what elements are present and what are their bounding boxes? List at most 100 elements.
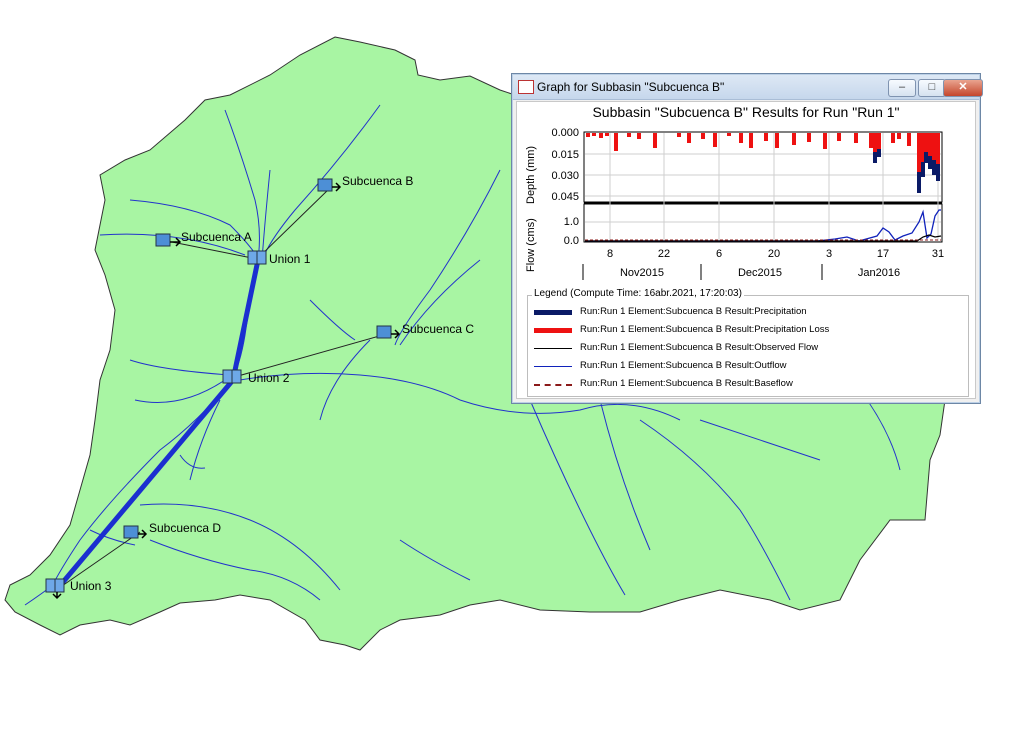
precipitation-loss-bar [823, 133, 827, 149]
node-union-1[interactable]: Union 1 [247, 250, 311, 266]
precipitation-bar [936, 164, 940, 181]
node-label: Subcuenca A [181, 230, 252, 244]
legend-swatch [534, 348, 572, 349]
precipitation-loss-bar [897, 133, 901, 139]
maximize-button[interactable]: □ [918, 79, 946, 97]
x-tick-label: 8 [607, 248, 613, 260]
month-label: Jan2016 [858, 267, 900, 279]
legend-label: Run:Run 1 Element:Subcuenca B Result:Pre… [580, 324, 830, 335]
window-titlebar[interactable]: Graph for Subbasin "Subcuenca B" – □ ✕ [513, 75, 983, 100]
precipitation-loss-bar [653, 133, 657, 148]
node-subcuenca-d[interactable]: Subcuenca D [123, 521, 221, 539]
subbasin-icon [317, 178, 333, 192]
subbasin-icon [155, 233, 171, 247]
outlet-arrow-icon [52, 592, 62, 600]
precipitation-loss-bar [854, 133, 858, 143]
flow-axis-label: Flow (cms) [525, 218, 537, 272]
river-network [24, 104, 901, 606]
grid-lines [585, 133, 941, 241]
precipitation-loss-bar [586, 133, 590, 137]
chart-legend: Legend (Compute Time: 16abr.2021, 17:20:… [527, 288, 969, 397]
precipitation-bar [873, 152, 877, 163]
graph-client-area: Subbasin "Subcuenca B" Results for Run "… [516, 101, 976, 399]
precipitation-loss-bar [701, 133, 705, 139]
depth-axis-label: Depth (mm) [525, 146, 537, 204]
legend-swatch [534, 366, 572, 367]
legend-label: Run:Run 1 Element:Subcuenca B Result:Obs… [580, 342, 819, 353]
precipitation-loss-bar [739, 133, 743, 143]
legend-label: Run:Run 1 Element:Subcuenca B Result:Out… [580, 360, 787, 371]
precipitation-loss-bar [599, 133, 603, 138]
chart-title: Subbasin "Subcuenca B" Results for Run "… [592, 104, 900, 120]
flow-panel [583, 203, 943, 243]
precipitation-loss-bar [869, 133, 873, 148]
precipitation-loss-bar [807, 133, 811, 142]
legend-swatch [534, 310, 572, 315]
depth-tick-label: 0.045 [551, 191, 579, 203]
x-tick-label: 6 [716, 248, 722, 260]
observed-flow-line [585, 234, 942, 242]
depth-tick-label: 0.015 [551, 149, 579, 161]
node-label: Union 2 [248, 371, 290, 385]
precipitation-loss-bar [924, 133, 928, 163]
precipitation-loss-bar [614, 133, 618, 151]
precipitation-loss-bar [917, 133, 921, 193]
node-label: Subcuenca C [402, 322, 474, 336]
x-tick-label: 22 [658, 248, 670, 260]
graph-window[interactable]: Graph for Subbasin "Subcuenca B" – □ ✕ S… [511, 73, 983, 404]
precipitation-bars [586, 133, 940, 193]
node-union-2[interactable]: Union 2 [222, 369, 290, 385]
precipitation-bar [917, 172, 921, 193]
node-subcuenca-b[interactable]: Subcuenca B [317, 174, 413, 192]
depth-tick-label: 0.030 [551, 170, 579, 182]
legend-swatch [534, 328, 572, 333]
legend-label: Run:Run 1 Element:Subcuenca B Result:Bas… [580, 378, 793, 389]
precipitation-bar [932, 160, 936, 175]
precipitation-loss-bar [837, 133, 841, 141]
precipitation-loss-bar [877, 133, 881, 157]
results-chart[interactable]: Depth (mm) Flow (cms) 0.000 0.015 0.030 … [517, 124, 975, 289]
node-subcuenca-a[interactable]: Subcuenca A [155, 230, 252, 247]
x-tick-label: 31 [932, 248, 944, 260]
precipitation-loss-bar [764, 133, 768, 141]
x-tick-label: 3 [826, 248, 832, 260]
precipitation-bar [921, 162, 925, 177]
reach-links [55, 257, 261, 591]
precipitation-loss-bar [891, 133, 895, 143]
precipitation-loss-bar [775, 133, 779, 148]
precipitation-loss-bar [637, 133, 641, 139]
precipitation-loss-bar [792, 133, 796, 145]
node-label: Subcuenca B [342, 174, 413, 188]
node-label: Union 1 [269, 252, 311, 266]
window-title: Graph for Subbasin "Subcuenca B" [537, 80, 725, 94]
close-button[interactable]: ✕ [943, 79, 983, 97]
flow-lines [585, 209, 942, 242]
precipitation-loss-bar [713, 133, 717, 147]
precipitation-bar [877, 149, 881, 157]
month-label: Dec2015 [738, 267, 782, 279]
flow-tick-label: 0.0 [564, 235, 579, 247]
precipitation-loss-bar [932, 133, 936, 175]
precipitation-loss-bar [928, 133, 932, 169]
connector-lines [61, 187, 391, 587]
arrow-icon [138, 529, 148, 539]
x-tick-label: 20 [768, 248, 780, 260]
node-label: Subcuenca D [149, 521, 221, 535]
flow-tick-label: 1.0 [564, 216, 579, 228]
chart-window-icon [518, 80, 534, 94]
precipitation-loss-bar [936, 133, 940, 181]
minimize-button[interactable]: – [888, 79, 916, 97]
depth-panel [583, 131, 943, 203]
legend-title: Legend (Compute Time: 16abr.2021, 17:20:… [532, 288, 744, 299]
node-label: Union 3 [70, 579, 112, 593]
x-tick-label: 17 [877, 248, 889, 260]
precipitation-loss-bar [873, 133, 877, 163]
node-subcuenca-c[interactable]: Subcuenca C [376, 322, 474, 339]
node-union-3[interactable]: Union 3 [45, 578, 112, 600]
precipitation-loss-bar [687, 133, 691, 143]
precipitation-loss-bar [627, 133, 631, 137]
precipitation-loss-bar [749, 133, 753, 148]
precipitation-bar [924, 152, 928, 163]
outflow-line [585, 209, 941, 242]
precipitation-loss-bar [677, 133, 681, 137]
